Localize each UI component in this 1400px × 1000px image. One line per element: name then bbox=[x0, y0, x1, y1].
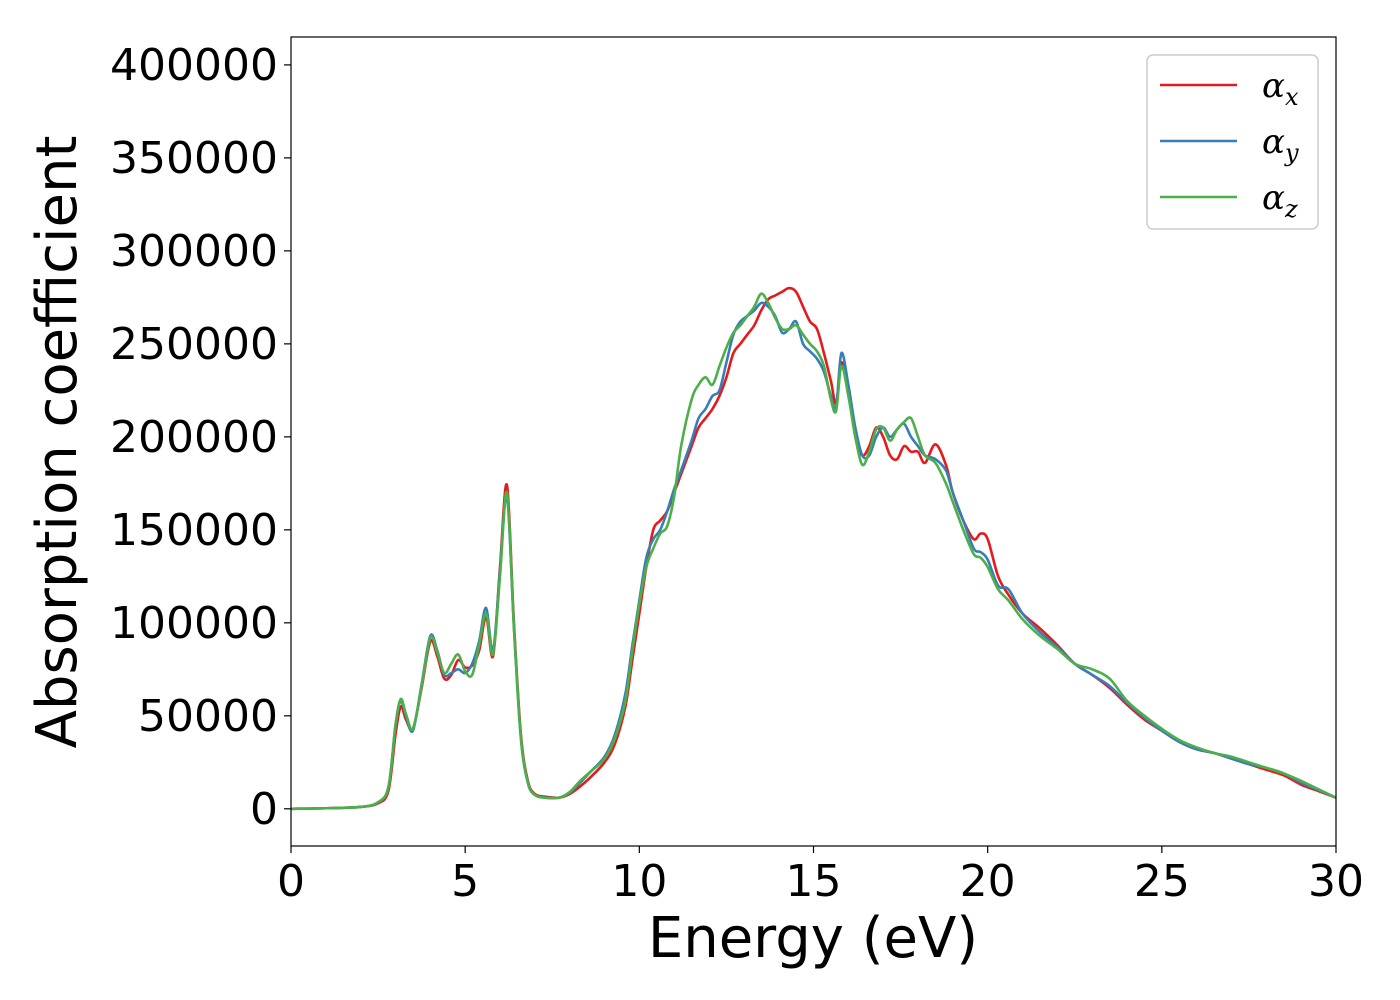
x-tick-label: 20 bbox=[960, 856, 1016, 907]
legend-label-alpha-x: αx bbox=[1262, 66, 1299, 111]
y-tick-label: 250000 bbox=[110, 319, 278, 370]
y-tick-label: 150000 bbox=[110, 505, 278, 556]
series-layer bbox=[290, 286, 1337, 811]
y-tick-label: 50000 bbox=[138, 691, 278, 742]
y-tick-label: 350000 bbox=[110, 133, 278, 184]
y-tick-label: 300000 bbox=[110, 226, 278, 277]
legend-label-alpha-z: αz bbox=[1262, 178, 1298, 223]
x-tick-label: 5 bbox=[451, 856, 479, 907]
y-tick-label: 0 bbox=[250, 784, 278, 835]
x-tick-label: 25 bbox=[1134, 856, 1190, 907]
y-tick-label: 400000 bbox=[110, 40, 278, 91]
y-tick-label: 200000 bbox=[110, 412, 278, 463]
x-axis-label: Energy (eV) bbox=[648, 906, 978, 971]
x-axis-ticks: 0 5 10 15 20 25 30 bbox=[277, 846, 1364, 907]
y-axis-label: Absorption coefficient bbox=[25, 136, 90, 749]
x-tick-label: 10 bbox=[611, 856, 667, 907]
x-tick-label: 15 bbox=[786, 856, 842, 907]
x-tick-label: 30 bbox=[1308, 856, 1364, 907]
x-tick-label: 0 bbox=[277, 856, 305, 907]
legend: αx αy αz bbox=[1146, 54, 1319, 230]
legend-label-alpha-y: αy bbox=[1262, 122, 1299, 167]
y-tick-label: 100000 bbox=[110, 598, 278, 649]
series-line-alpha-z bbox=[290, 292, 1337, 811]
y-axis-ticks: 0 50000 100000 150000 200000 250000 300000 3500… bbox=[110, 40, 291, 835]
